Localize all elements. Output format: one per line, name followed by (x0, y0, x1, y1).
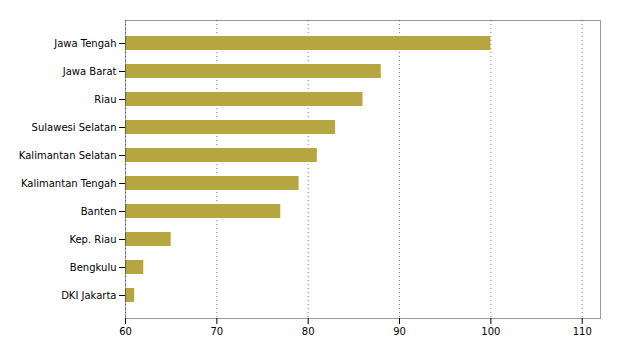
svg-text:90: 90 (393, 326, 406, 337)
svg-text:80: 80 (302, 326, 315, 337)
svg-text:Bengkulu: Bengkulu (70, 262, 117, 273)
svg-text:DKI Jakarta: DKI Jakarta (61, 290, 116, 301)
svg-text:110: 110 (573, 326, 592, 337)
svg-text:Kep. Riau: Kep. Riau (69, 234, 116, 245)
svg-text:Kalimantan Tengah: Kalimantan Tengah (21, 178, 117, 189)
svg-text:70: 70 (210, 326, 223, 337)
svg-text:Riau: Riau (94, 94, 116, 105)
svg-text:Banten: Banten (81, 206, 117, 217)
svg-text:Jawa Tengah: Jawa Tengah (53, 38, 116, 49)
svg-text:Kalimantan Selatan: Kalimantan Selatan (19, 150, 117, 161)
svg-text:Sulawesi Selatan: Sulawesi Selatan (32, 122, 117, 133)
svg-text:100: 100 (481, 326, 500, 337)
svg-text:60: 60 (119, 326, 132, 337)
svg-text:Jawa Barat: Jawa Barat (62, 66, 117, 77)
